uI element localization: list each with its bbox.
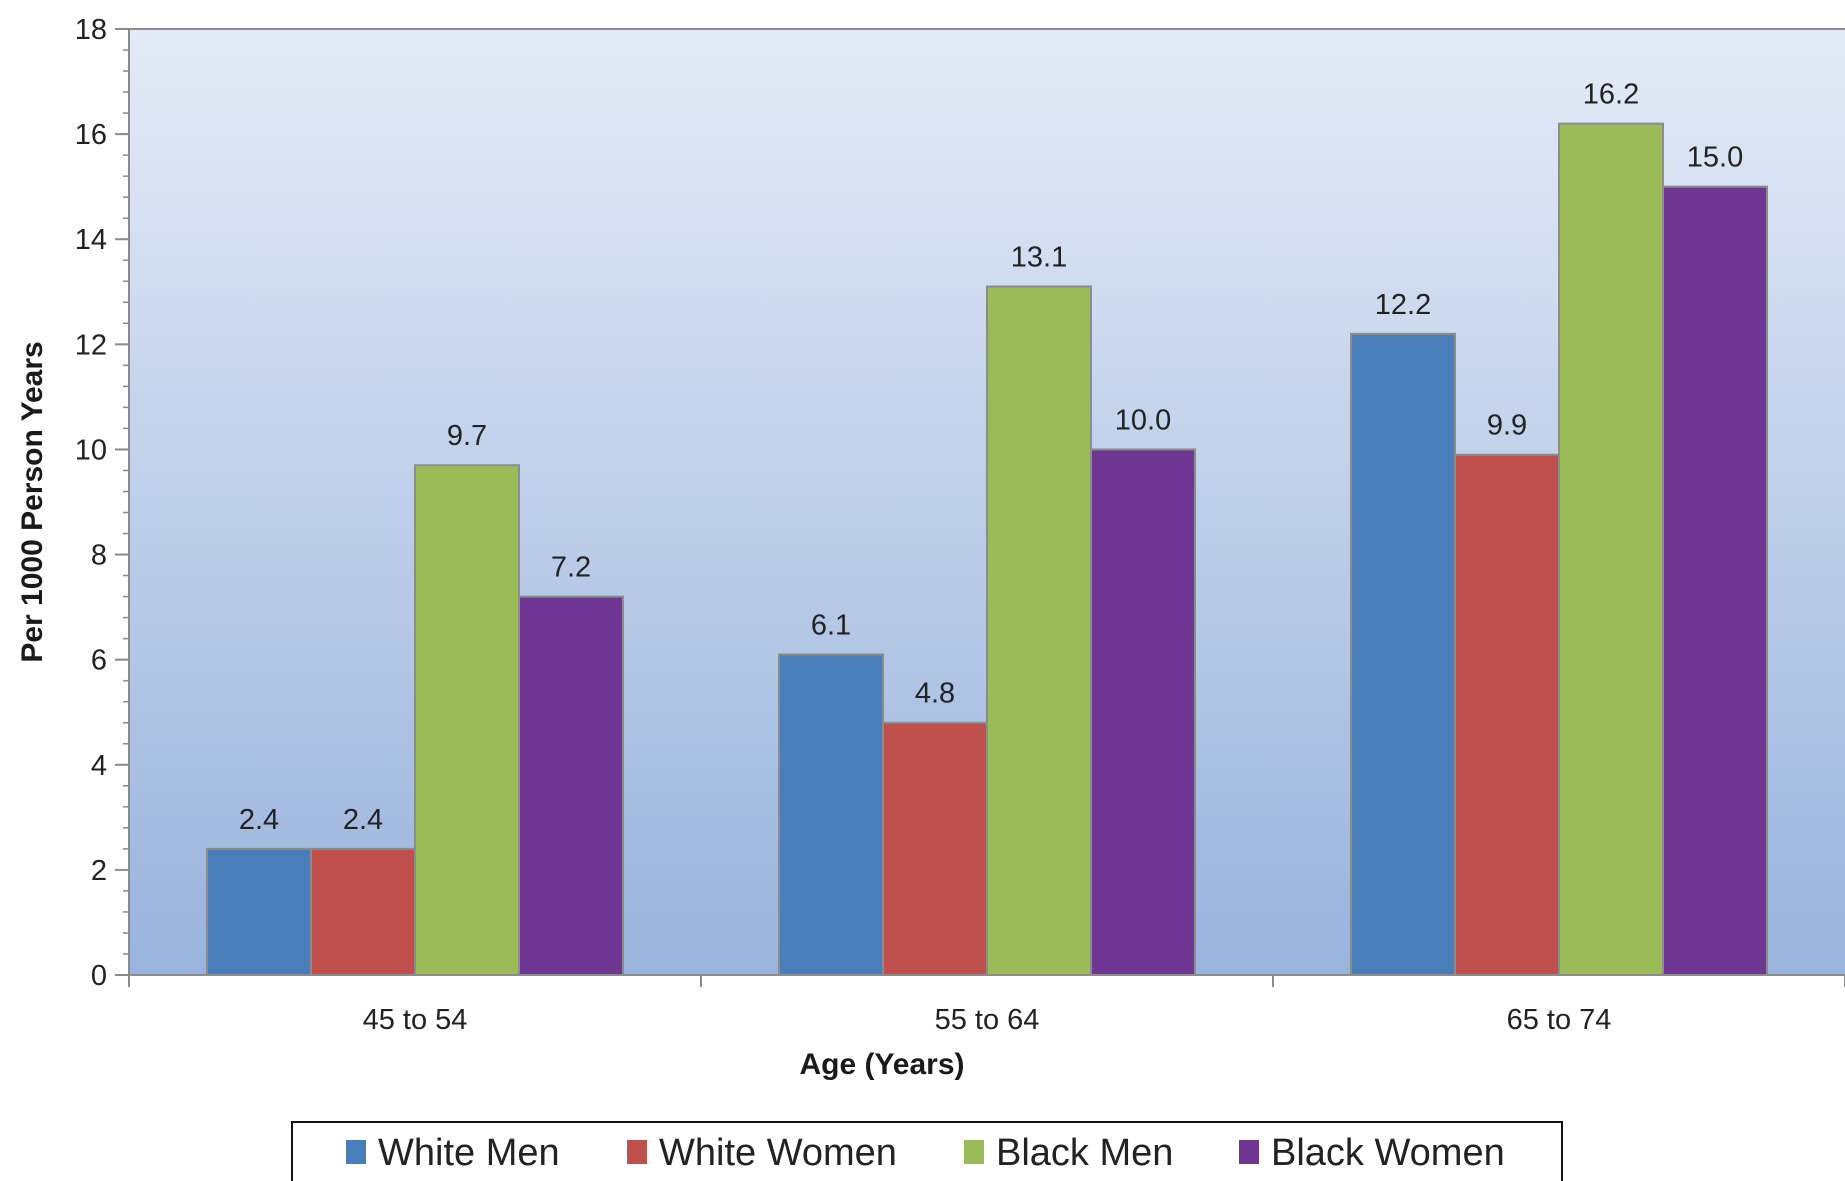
y-tick-label: 12	[75, 329, 107, 361]
data-label: 15.0	[1687, 142, 1743, 174]
data-label: 16.2	[1583, 79, 1639, 111]
legend-swatch	[964, 1140, 984, 1164]
data-label-group: 2.4 6.1 12.2 2.4 4.8 9.9 9.7 13.1 16.2 7.2 10.0 15.…	[239, 79, 1743, 836]
bar-black-women	[1662, 185, 1768, 976]
data-label: 9.7	[447, 420, 487, 452]
legend-label: White Women	[659, 1132, 897, 1174]
legend-label: Black Women	[1271, 1132, 1505, 1174]
y-tick-label: 10	[75, 434, 107, 466]
bar-white-men	[778, 653, 884, 977]
data-label: 6.1	[811, 609, 851, 641]
y-tick-label: 16	[75, 119, 107, 151]
bar-black-men	[414, 464, 520, 976]
data-label: 4.8	[915, 678, 955, 710]
data-label: 10.0	[1115, 404, 1171, 436]
x-tick-label: 55 to 64	[935, 1004, 1040, 1036]
bar-white-women	[1454, 453, 1560, 976]
bar-white-women	[310, 847, 416, 976]
legend: White Men White Women Black Men Black Women	[291, 1121, 1563, 1181]
x-tick-label: 45 to 54	[363, 1004, 468, 1036]
bar-black-women	[518, 595, 624, 976]
y-tick-label: 14	[75, 224, 107, 256]
y-axis: 0 2 4 6 8 10 12 14 16 18	[75, 14, 1845, 992]
y-tick-label: 18	[75, 14, 107, 46]
bar-white-men	[1350, 332, 1456, 977]
legend-swatch	[627, 1140, 647, 1164]
legend-label: White Men	[378, 1132, 560, 1174]
y-tick-label: 0	[91, 960, 107, 992]
legend-swatch	[1239, 1140, 1259, 1164]
legend-box	[291, 1121, 1563, 1181]
data-label: 7.2	[551, 552, 591, 584]
bar-white-men	[206, 847, 312, 976]
x-axis-title: Age (Years)	[799, 1048, 964, 1081]
y-tick-label: 2	[91, 855, 107, 887]
bar-white-women	[882, 721, 988, 976]
data-label: 2.4	[239, 804, 279, 836]
data-label: 2.4	[343, 804, 383, 836]
x-axis: 45 to 54 55 to 64 65 to 74	[128, 974, 1845, 1036]
bar-black-men	[986, 285, 1092, 976]
data-label: 12.2	[1375, 289, 1431, 321]
data-label: 9.9	[1487, 410, 1527, 442]
x-tick-label: 65 to 74	[1507, 1004, 1612, 1036]
bar-black-women	[1090, 448, 1196, 976]
bar-black-men	[1558, 122, 1664, 977]
bar-group	[206, 122, 1768, 977]
y-tick-label: 6	[91, 645, 107, 677]
y-axis-title: Per 1000 Person Years	[16, 341, 49, 662]
legend-swatch	[346, 1140, 366, 1164]
legend-label: Black Men	[996, 1132, 1173, 1174]
data-label: 13.1	[1011, 242, 1067, 274]
y-tick-label: 4	[91, 750, 107, 782]
y-tick-label: 8	[91, 540, 107, 572]
